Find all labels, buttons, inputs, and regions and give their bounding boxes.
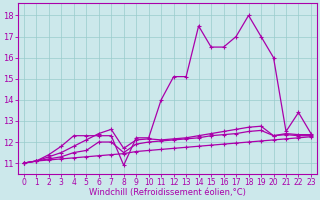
X-axis label: Windchill (Refroidissement éolien,°C): Windchill (Refroidissement éolien,°C) <box>89 188 246 197</box>
